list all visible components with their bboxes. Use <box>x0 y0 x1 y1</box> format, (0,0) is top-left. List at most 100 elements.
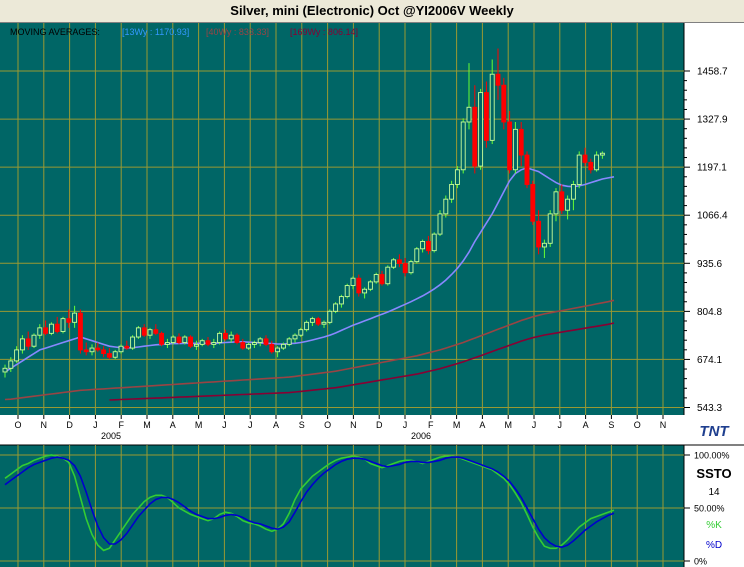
candle-body <box>304 321 310 331</box>
candle <box>135 326 141 339</box>
oscillator-k-label: %K <box>706 520 722 531</box>
candle-body <box>385 266 391 285</box>
candle <box>43 320 49 336</box>
candle <box>338 294 344 308</box>
candle-body <box>135 327 141 338</box>
candle-body <box>466 106 472 123</box>
candle <box>211 338 217 349</box>
candle-body <box>170 336 176 343</box>
candle <box>240 338 246 350</box>
candle-body <box>594 154 600 171</box>
candle <box>188 335 194 349</box>
candle-body <box>553 191 559 215</box>
month-tick-label: M <box>504 420 512 430</box>
candle-body <box>147 329 153 336</box>
candle <box>425 235 431 255</box>
candle <box>101 346 107 358</box>
oscillator-grid <box>0 445 684 567</box>
candle-body <box>292 334 298 340</box>
candle <box>576 151 582 189</box>
candle-body <box>211 342 217 345</box>
candle-body <box>321 321 327 325</box>
candle-body <box>576 154 582 185</box>
candle <box>466 63 472 130</box>
ma-line-13Wy <box>4 167 615 373</box>
candle <box>501 77 507 130</box>
chart-title: Silver, mini (Electronic) Oct @YI2006V W… <box>0 0 744 23</box>
oscillator-name: SSTO <box>696 466 731 481</box>
candle-body <box>362 288 368 294</box>
month-tick-label: M <box>195 420 203 430</box>
candle-body <box>518 128 524 156</box>
tnt-logo: TNT <box>686 418 742 442</box>
candle-body <box>25 338 31 347</box>
ma-line-169Wy <box>109 322 615 401</box>
candle <box>582 147 588 167</box>
candle <box>48 322 54 336</box>
oscillator-tick-label: 50.00% <box>694 504 725 514</box>
price-axis-bg <box>684 23 744 415</box>
candle <box>217 331 223 345</box>
candle-body <box>379 274 385 285</box>
candle-body <box>153 329 159 334</box>
legend-ma169: [169Wy : 806.14] <box>290 27 358 37</box>
candle <box>251 340 257 349</box>
price-tick-label: 674.1 <box>697 355 722 366</box>
oscillator-lines <box>4 454 615 552</box>
candle <box>431 232 437 253</box>
candle <box>420 239 426 253</box>
month-tick-label: F <box>118 420 124 430</box>
candle <box>478 88 484 170</box>
candle-body <box>193 343 199 347</box>
candle-body <box>164 342 170 345</box>
candle <box>2 364 8 378</box>
candle <box>14 346 20 363</box>
candle <box>275 346 281 358</box>
candle <box>193 340 199 350</box>
month-tick-label: O <box>634 420 641 430</box>
candle <box>396 254 402 268</box>
candle <box>350 276 356 290</box>
legend-prefix: MOVING AVERAGES: <box>10 27 100 37</box>
oscillator-d-label: %D <box>706 540 722 551</box>
candle-body <box>54 323 60 332</box>
candle <box>599 151 605 159</box>
candle <box>37 324 43 339</box>
oscillator-line-K <box>4 454 615 552</box>
candle-body <box>536 220 542 248</box>
candle <box>454 166 460 189</box>
candle-body <box>124 345 130 349</box>
candle <box>327 309 333 325</box>
candle-body <box>112 351 118 358</box>
candle <box>8 357 14 372</box>
candle <box>234 333 240 345</box>
candle-body <box>530 184 536 222</box>
oscillator-tick-label: 100.00% <box>694 451 730 461</box>
oscillator-axis-bg <box>684 445 744 567</box>
candle <box>164 338 170 349</box>
oscillator-line-D <box>4 456 615 549</box>
candle-body <box>37 327 43 336</box>
candle <box>246 342 252 350</box>
candle <box>25 331 31 350</box>
candle-body <box>309 318 315 323</box>
candle <box>269 340 275 354</box>
oscillator-panel-bg <box>0 445 684 567</box>
price-tick-label: 935.6 <box>697 259 722 270</box>
candle-body <box>95 347 101 351</box>
candle-body <box>425 241 431 252</box>
candle-body <box>588 161 594 171</box>
candle <box>507 110 513 174</box>
candle <box>60 316 66 334</box>
tnt-logo-text: TNT <box>699 423 730 440</box>
candle <box>304 320 310 332</box>
candle-body <box>472 106 478 167</box>
candle <box>356 274 362 297</box>
candle-body <box>251 342 257 345</box>
candle-body <box>141 327 147 336</box>
candle-body <box>333 303 339 312</box>
candle <box>147 327 153 339</box>
month-tick-label: F <box>428 420 434 430</box>
candle <box>130 335 136 350</box>
legend-ma13: [13Wy : 1170.93] <box>122 27 189 37</box>
